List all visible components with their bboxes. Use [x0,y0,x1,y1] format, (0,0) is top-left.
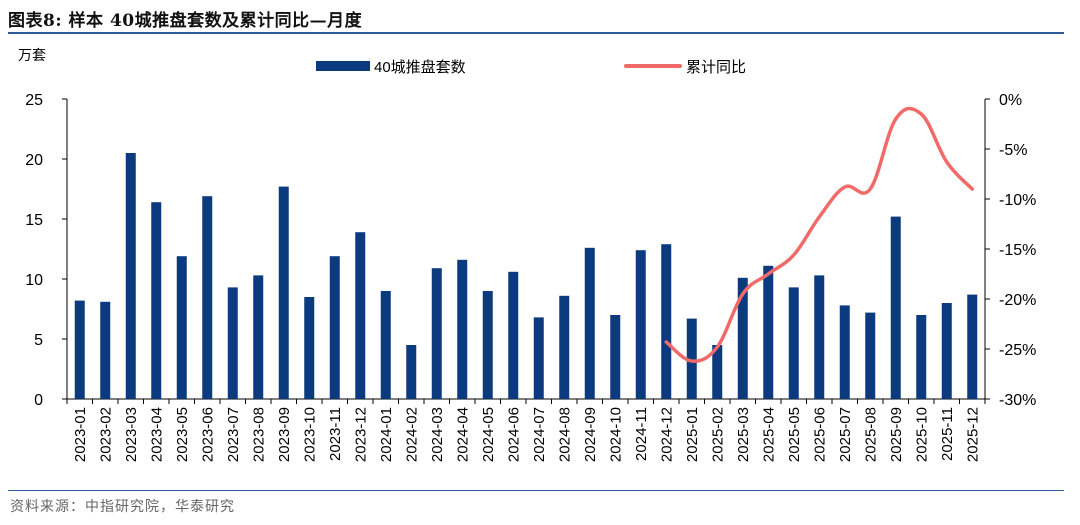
bar [686,318,697,399]
bar [533,317,544,399]
x-tick-label: 2023-04 [148,407,165,462]
bar [508,271,519,399]
bar [559,295,570,399]
bar [125,153,136,399]
x-tick-label: 2024-12 [658,407,675,462]
x-tick-label: 2024-09 [582,407,599,462]
x-tick-label: 2023-08 [250,407,267,462]
legend: 40城推盘套数 累计同比 [316,58,746,76]
bar [584,247,595,399]
x-tick-label: 2025-12 [964,407,981,462]
x-tick-label: 2023-11 [327,407,344,461]
x-tick-label: 2025-05 [786,407,803,462]
x-tick-label: 2024-08 [556,407,573,462]
bar [788,287,799,399]
bar [151,202,162,399]
bar [635,250,646,399]
x-tick-label: 2024-04 [454,407,471,462]
bar [763,265,774,399]
x-tick-label: 2023-10 [301,407,318,462]
y-right-tick-label: -5% [999,142,1027,159]
y-right-tick-label: -15% [999,242,1036,259]
x-tick-label: 2025-03 [735,407,752,462]
y-left-tick-label: 20 [25,152,43,169]
x-tick-label: 2025-02 [709,407,726,462]
figure-title: 图表8: 样本 40城推盘套数及累计同比—月度 [8,11,363,31]
bar [253,275,264,399]
legend-line-label: 累计同比 [686,59,746,76]
x-tick-label: 2024-07 [531,407,548,462]
x-tick-label: 2023-01 [72,407,89,462]
y-right-tick-label: -10% [999,192,1036,209]
bar [431,268,442,399]
x-tick-label: 2025-09 [888,407,905,462]
y-left-tick-label: 25 [25,92,43,109]
x-tick-label: 2023-12 [352,407,369,462]
bar [482,291,493,399]
bar [712,345,723,399]
bar [74,300,85,399]
bar [176,256,187,399]
x-tick-label: 2025-10 [913,407,930,462]
bar [457,259,468,399]
x-tick-label: 2024-11 [633,407,650,461]
y-left-tick-label: 15 [25,212,43,229]
x-tick-label: 2025-01 [684,407,701,462]
x-tick-label: 2023-02 [97,407,114,462]
plot-area: 0 5 10 15 20 25 -30% -25% -20% -15% -10% -5% 0% 2023-… [25,92,1036,462]
x-tick-label: 2024-10 [607,407,624,462]
bar [916,315,927,399]
bar [406,345,417,399]
bar [355,232,366,399]
y-right-tick-label: 0% [999,92,1022,109]
bar [610,315,621,399]
y-right-tick-label: -30% [999,392,1036,409]
bar [890,216,901,399]
bar [737,277,748,399]
bar [329,256,340,399]
bar [814,275,825,399]
x-tick-label: 2025-08 [862,407,879,462]
x-tick-label: 2025-06 [811,407,828,462]
bar [967,294,978,399]
bar [278,186,289,399]
bottom-rule [8,490,1064,491]
y-left-tick-label: 5 [34,332,43,349]
x-tick-label: 2023-06 [199,407,216,462]
bar [941,303,952,399]
x-tick-label: 2024-06 [505,407,522,462]
bar [227,287,238,399]
x-tick-label: 2025-11 [939,407,956,461]
bar [661,244,672,399]
bar [865,312,876,399]
x-tick-label: 2023-05 [174,407,191,462]
x-tick-label: 2023-09 [276,407,293,462]
y-left-tick-label: 10 [25,272,43,289]
top-rule [8,32,1064,34]
y-right-tick-label: -25% [999,342,1036,359]
x-tick-label: 2024-05 [480,407,497,462]
bar [100,301,111,399]
x-tick-label: 2024-01 [378,407,395,462]
x-tick-label: 2025-04 [760,407,777,462]
source-note: 资料来源：中指研究院，华泰研究 [10,499,235,515]
y-right-tick-label: -20% [999,292,1036,309]
legend-bar-label: 40城推盘套数 [374,58,466,76]
x-tick-label: 2024-02 [403,407,420,462]
x-tick-label: 2025-07 [837,407,854,462]
bar [380,291,391,399]
y-left-tick-label: 0 [34,392,43,409]
bar [839,305,850,399]
legend-bar-swatch [316,61,370,71]
x-tick-label: 2023-07 [225,407,242,462]
bar [304,297,315,399]
x-tick-label: 2023-03 [123,407,140,462]
bar [202,196,213,399]
y-axis-left-label: 万套 [18,47,46,63]
x-tick-label: 2024-03 [429,407,446,462]
